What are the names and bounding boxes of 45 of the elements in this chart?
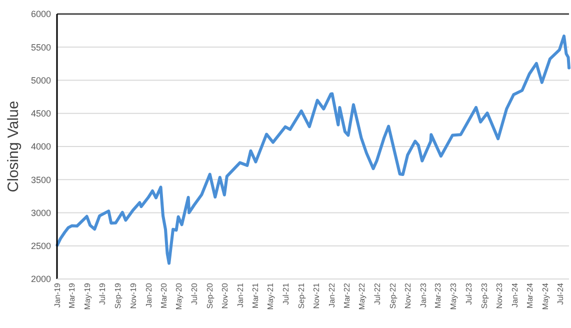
y-tick-label: 3000 <box>30 208 51 218</box>
y-tick-label: 6000 <box>30 9 51 20</box>
x-tick-label: Mar-19 <box>68 282 77 308</box>
x-tick-label: Jan-23 <box>418 282 428 308</box>
x-tick-label: May-22 <box>358 282 367 310</box>
x-tick-label: Mar-21 <box>250 282 260 308</box>
y-tick-label: 4500 <box>30 108 51 119</box>
x-tick-label: Jan-22 <box>327 282 336 308</box>
x-tick-label: Nov-23 <box>495 282 504 309</box>
y-tick-label: 2500 <box>30 241 51 252</box>
x-tick-label: Jan-24 <box>510 282 520 308</box>
x-tick-label: Jan-20 <box>144 282 154 308</box>
x-tick-label: Jul-24 <box>556 282 566 305</box>
x-tick-label: Nov-21 <box>312 282 322 309</box>
x-tick-label: Jul-19 <box>98 282 108 305</box>
x-tick-label: Sep-19 <box>114 282 123 309</box>
x-tick-label: Nov-22 <box>404 282 413 309</box>
x-tick-label: Jan-21 <box>236 282 245 308</box>
y-tick-label: 2000 <box>30 274 51 284</box>
x-tick-label: Sep-22 <box>388 282 398 309</box>
x-tick-label: Jul-22 <box>372 282 382 305</box>
y-tick-label: 3500 <box>30 174 51 185</box>
x-tick-label: Sep-20 <box>205 282 214 309</box>
x-tick-label: May-24 <box>540 282 550 310</box>
y-tick-label: 5000 <box>30 75 51 86</box>
x-tick-label: Mar-24 <box>525 282 534 308</box>
x-tick-label: Jul-23 <box>464 282 474 305</box>
line-series <box>56 34 570 265</box>
x-tick-label: Nov-20 <box>220 282 230 309</box>
y-axis-title: Closing Value <box>5 100 22 192</box>
x-tick-label: May-19 <box>82 282 92 310</box>
x-tick-label: Mar-23 <box>434 282 443 308</box>
x-tick-label: Jul-20 <box>190 282 199 305</box>
x-tick-label: May-23 <box>449 282 458 310</box>
x-tick-label: Mar-20 <box>159 282 168 308</box>
y-tick-label: 4000 <box>30 142 51 152</box>
x-tick-label: Nov-19 <box>128 282 138 309</box>
x-tick-label: Sep-23 <box>480 282 489 309</box>
x-tick-label: Sep-21 <box>296 282 306 309</box>
x-tick-label: May-20 <box>174 282 184 310</box>
x-tick-label: Jan-19 <box>52 282 62 308</box>
x-tick-label: Mar-22 <box>342 282 352 308</box>
y-tick-label: 5500 <box>30 42 51 52</box>
x-tick-label: Jul-21 <box>281 282 290 305</box>
x-tick-label: May-21 <box>266 282 276 310</box>
